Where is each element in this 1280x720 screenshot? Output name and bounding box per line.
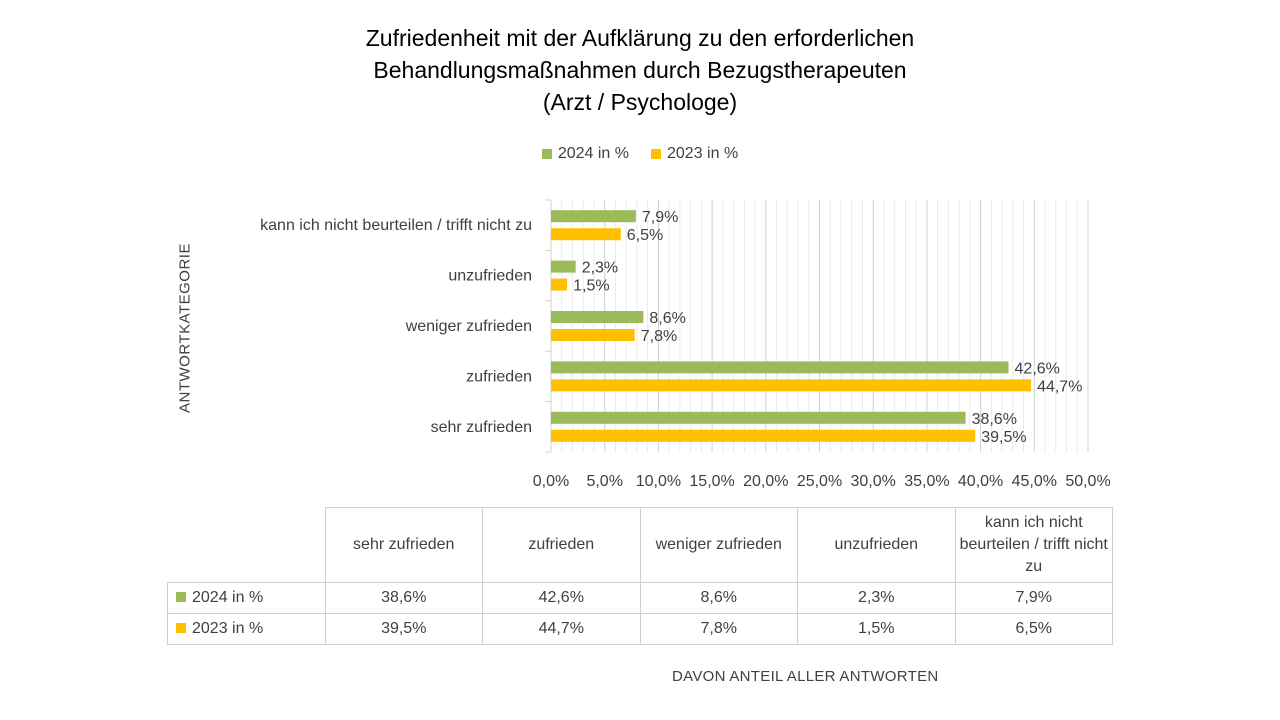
table-cell: 1,5% xyxy=(797,613,956,645)
data-label-2023: 39,5% xyxy=(981,429,1026,446)
table-cell: 7,9% xyxy=(954,582,1113,614)
table-column-header: zufrieden xyxy=(482,507,641,583)
data-label-2024: 38,6% xyxy=(972,411,1017,428)
data-label-2023: 6,5% xyxy=(627,227,663,244)
bar-2024 xyxy=(551,411,966,424)
bar-2024 xyxy=(551,311,644,323)
chart-title-line-1: Zufriedenheit mit der Aufklärung zu den … xyxy=(365,25,915,51)
data-label-2023: 1,5% xyxy=(573,278,609,295)
table-column-header: weniger zufrieden xyxy=(639,507,798,583)
labels: 0,0% 5,0% 10,0% 15,0% 20,0% 25,0% 30,0% 35,0% 40… xyxy=(260,209,1111,490)
table-corner-cell xyxy=(167,507,326,583)
legend-label-2023: 2023 in % xyxy=(667,145,739,162)
chart-title-line-2: Behandlungsmaßnahmen durch Bezugstherape… xyxy=(373,57,907,83)
data-label-2024: 2,3% xyxy=(582,260,618,277)
table-row: 2024 in % 38,6% 42,6% 8,6% 2,3% 7,9% xyxy=(167,582,1113,614)
bar-2024 xyxy=(551,260,576,273)
table-cell: 38,6% xyxy=(324,582,483,614)
grid-lines xyxy=(545,199,1089,453)
category-label: unzufrieden xyxy=(448,268,532,285)
bar-2023 xyxy=(551,278,568,291)
bar-2023 xyxy=(551,379,1032,392)
table-cell: 44,7% xyxy=(482,613,641,645)
table-cell: 6,5% xyxy=(954,613,1113,645)
data-label-2023: 7,8% xyxy=(641,328,677,345)
x-tick-label: 25,0% xyxy=(797,473,842,490)
x-tick-label: 5,0% xyxy=(586,473,622,490)
data-table: sehr zufrieden zufrieden weniger zufrieden… xyxy=(167,507,1113,645)
table-row: 2023 in % 39,5% 44,7% 7,8% 1,5% 6,5% xyxy=(167,613,1113,645)
legend-swatch-2024 xyxy=(541,149,552,159)
table-row-header: 2023 in % xyxy=(167,613,326,645)
table-column-header: unzufrieden xyxy=(797,507,956,583)
x-tick-label: 35,0% xyxy=(904,473,949,490)
legend-swatch-2023 xyxy=(651,149,661,159)
data-label-2024: 42,6% xyxy=(1015,360,1060,377)
table-legend-swatch xyxy=(176,623,186,633)
bar-2023 xyxy=(551,329,635,341)
table-column-header: kann ich nicht beurteilen / trifft nicht… xyxy=(954,507,1113,583)
table-row-header: 2024 in % xyxy=(167,582,326,614)
table-column-header: sehr zufrieden xyxy=(324,507,483,583)
legend-item-2023: 2023 in % xyxy=(651,145,738,163)
bar-2023 xyxy=(551,228,621,241)
table-row-label: 2023 in % xyxy=(192,620,264,637)
table-cell: 2,3% xyxy=(797,582,956,614)
bars xyxy=(551,210,1032,442)
data-label-2024: 8,6% xyxy=(649,310,685,327)
table-legend-swatch xyxy=(176,592,186,602)
category-label: weniger zufrieden xyxy=(405,318,532,335)
x-tick-label: 50,0% xyxy=(1065,473,1110,490)
chart-title: Zufriedenheit mit der Aufklärung zu den … xyxy=(240,22,1040,118)
legend-item-2024: 2024 in % xyxy=(541,145,629,163)
x-tick-label: 40,0% xyxy=(958,473,1003,490)
data-label-2024: 7,9% xyxy=(642,209,678,226)
bar-chart: 0,0% 5,0% 10,0% 15,0% 20,0% 25,0% 30,0% 35,0% 40… xyxy=(260,199,1111,490)
bar-2023 xyxy=(551,429,976,442)
category-label: sehr zufrieden xyxy=(431,419,532,436)
x-tick-label: 20,0% xyxy=(743,473,788,490)
table-row-label: 2024 in % xyxy=(192,589,264,606)
data-label-2023: 44,7% xyxy=(1037,378,1082,395)
table-cell: 7,8% xyxy=(639,613,798,645)
chart-legend: 2024 in % 2023 in % xyxy=(0,145,1280,163)
x-tick-label: 0,0% xyxy=(533,473,569,490)
legend-label-2024: 2024 in % xyxy=(557,145,629,162)
category-label: kann ich nicht beurteilen / trifft nicht… xyxy=(260,217,532,234)
chart-title-line-3: (Arzt / Psychologe) xyxy=(542,89,738,115)
table-cell: 42,6% xyxy=(482,582,641,614)
table-cell: 39,5% xyxy=(324,613,483,645)
x-axis-title: DAVON ANTEIL ALLER ANTWORTEN xyxy=(672,668,939,685)
table-header-row: sehr zufrieden zufrieden weniger zufrieden… xyxy=(167,507,1113,583)
bar-2024 xyxy=(551,361,1009,374)
table-cell: 8,6% xyxy=(639,582,798,614)
x-tick-label: 45,0% xyxy=(1012,473,1057,490)
x-tick-label: 10,0% xyxy=(636,473,681,490)
category-label: zufrieden xyxy=(466,368,532,385)
x-tick-label: 30,0% xyxy=(851,473,896,490)
x-tick-label: 15,0% xyxy=(689,473,734,490)
bar-2024 xyxy=(551,210,636,223)
